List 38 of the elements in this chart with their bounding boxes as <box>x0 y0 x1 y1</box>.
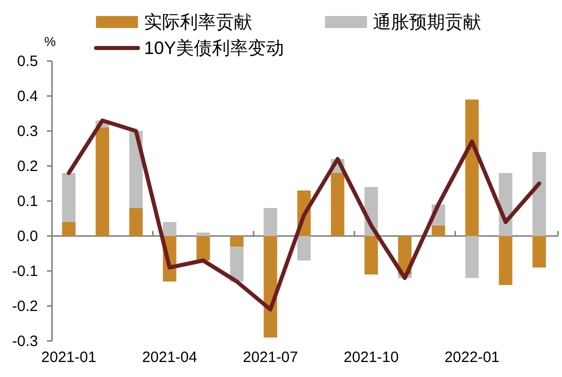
bar <box>196 232 210 236</box>
y-tick-label: 0.3 <box>17 123 38 140</box>
bar <box>96 128 110 236</box>
bar <box>330 173 344 236</box>
bar <box>162 222 176 236</box>
bar <box>465 100 479 236</box>
y-tick-label: -0.1 <box>12 263 38 280</box>
bar <box>432 226 446 236</box>
bar <box>230 236 244 246</box>
y-tick-label: -0.2 <box>12 298 38 315</box>
bar <box>532 236 546 268</box>
legend-label: 10Y美债利率变动 <box>144 38 284 58</box>
bar <box>465 236 479 278</box>
x-tick-label: 2021-01 <box>41 349 96 366</box>
bar <box>297 236 311 260</box>
bar <box>364 236 378 274</box>
bar <box>498 236 512 285</box>
y-tick-label: 0.1 <box>17 193 38 210</box>
bar <box>196 236 210 260</box>
y-tick-label: 0.2 <box>17 158 38 175</box>
y-tick-label: -0.3 <box>12 333 38 350</box>
x-tick-label: 2022-01 <box>444 349 500 366</box>
x-tick-label: 2021-04 <box>142 349 198 366</box>
y-tick-label: 0.0 <box>17 228 38 245</box>
x-tick-label: 2021-07 <box>242 349 298 366</box>
x-tick-label: 2021-10 <box>344 349 399 366</box>
bar <box>129 208 143 236</box>
y-axis-title: % <box>44 34 56 49</box>
legend-label: 通胀预期贡献 <box>373 12 481 32</box>
y-tick-label: 0.5 <box>17 53 38 70</box>
bar <box>230 246 244 282</box>
bar <box>264 236 278 338</box>
bar <box>264 208 278 236</box>
bar <box>62 173 76 222</box>
bar <box>62 222 76 236</box>
legend-label: 实际利率贡献 <box>144 12 252 32</box>
bar <box>532 152 546 236</box>
y-tick-label: 0.4 <box>17 88 38 105</box>
